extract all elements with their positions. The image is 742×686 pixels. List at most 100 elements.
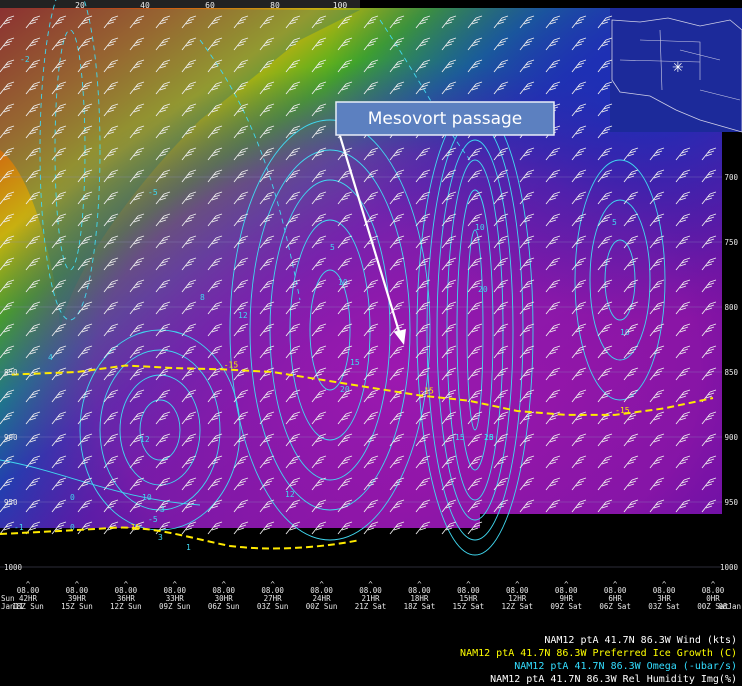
- time-tick-forecast-hour: 3HR: [657, 594, 671, 603]
- wind-barb: [259, 257, 275, 271]
- wind-barb: [363, 191, 379, 205]
- wind-barb: [51, 521, 67, 535]
- wind-barb: [0, 477, 15, 491]
- wind-barb: [129, 103, 145, 117]
- wind-barb: [493, 455, 509, 469]
- wind-barb: [519, 235, 535, 249]
- wind-barb: [77, 455, 93, 469]
- time-tick-caret: ^: [124, 580, 129, 589]
- wind-barb: [233, 411, 249, 425]
- wind-barb: [311, 59, 327, 73]
- time-tick-forecast-hour: 12HR: [508, 594, 527, 603]
- wind-barb: [233, 477, 249, 491]
- wind-barb: [545, 37, 561, 51]
- wind-barb: [233, 323, 249, 337]
- wind-barb: [363, 147, 379, 161]
- wind-barb: [207, 367, 223, 381]
- wind-barb: [519, 433, 535, 447]
- wind-barb: [311, 213, 327, 227]
- wind-barb: [363, 81, 379, 95]
- wind-barb: [181, 15, 197, 29]
- wind-barb: [0, 147, 15, 161]
- wind-barb: [103, 389, 119, 403]
- wind-barb: [493, 477, 509, 491]
- wind-barb: [181, 81, 197, 95]
- wind-barb: [51, 59, 67, 73]
- wind-barb: [233, 125, 249, 139]
- wind-barb: [207, 169, 223, 183]
- wind-barb: [103, 235, 119, 249]
- wind-barb: [311, 191, 327, 205]
- wind-barb: [77, 147, 93, 161]
- wind-barb: [311, 345, 327, 359]
- wind-barb: [571, 301, 587, 315]
- time-tick-valid-time: 21Z Sat: [355, 602, 387, 611]
- wind-barb: [181, 433, 197, 447]
- wind-barb: [337, 213, 353, 227]
- wind-barb: [415, 279, 431, 293]
- wind-barb: [363, 301, 379, 315]
- wind-barb: [493, 37, 509, 51]
- wind-barb: [233, 103, 249, 117]
- wind-barb: [207, 411, 223, 425]
- wind-barb: [285, 455, 301, 469]
- wind-barb: [259, 477, 275, 491]
- wind-barb: [623, 345, 639, 359]
- wind-barb: [207, 301, 223, 315]
- wind-barb: [311, 411, 327, 425]
- wind-barb: [259, 433, 275, 447]
- omega-contour: [229, 119, 431, 541]
- wind-barb: [623, 147, 639, 161]
- wind-barb: [493, 389, 509, 403]
- wind-barb: [259, 37, 275, 51]
- omega-contour-label: 5: [612, 218, 617, 227]
- omega-contour-label: 15: [455, 433, 465, 442]
- wind-barb: [519, 389, 535, 403]
- wind-barb: [129, 279, 145, 293]
- wind-barb: [129, 37, 145, 51]
- wind-barb: [155, 433, 171, 447]
- wind-barb: [103, 103, 119, 117]
- wind-barb: [389, 433, 405, 447]
- wind-barb: [285, 191, 301, 205]
- wind-barb: [0, 37, 15, 51]
- wind-barb: [467, 477, 483, 491]
- wind-barb: [181, 411, 197, 425]
- time-tick-valid-time: 03Z Sat: [648, 602, 680, 611]
- wind-barb: [181, 455, 197, 469]
- wind-barb: [493, 279, 509, 293]
- wind-barb: [545, 15, 561, 29]
- wind-barb: [623, 433, 639, 447]
- wind-barb: [519, 213, 535, 227]
- wind-barb: [467, 213, 483, 227]
- wind-barb: [597, 477, 613, 491]
- wind-barb: [701, 389, 717, 403]
- wind-barb: [623, 191, 639, 205]
- wind-barb: [77, 191, 93, 205]
- wind-barb: [467, 169, 483, 183]
- wind-barb: [415, 367, 431, 381]
- wind-barb: [597, 367, 613, 381]
- wind-barb: [311, 15, 327, 29]
- wind-barb: [0, 59, 15, 73]
- wind-barb: [415, 433, 431, 447]
- wind-barb: [467, 257, 483, 271]
- wind-barb: [259, 499, 275, 513]
- relative-humidity-field: [0, 8, 722, 580]
- wind-barb: [155, 147, 171, 161]
- colorbar-label: 20: [75, 1, 85, 10]
- omega-contour-label: 12: [140, 435, 150, 444]
- wind-barb: [675, 499, 691, 513]
- time-tick-valid-time: 00Z Sun: [306, 602, 338, 611]
- wind-barb: [415, 235, 431, 249]
- wind-barb: [441, 15, 457, 29]
- wind-barb: [51, 169, 67, 183]
- wind-barb: [649, 257, 665, 271]
- wind-barb: [571, 323, 587, 337]
- time-tick-forecast-hour: 30HR: [215, 594, 234, 603]
- wind-barb: [597, 103, 613, 117]
- wind-barb: [51, 81, 67, 95]
- wind-barb: [77, 345, 93, 359]
- wind-barb: [597, 499, 613, 513]
